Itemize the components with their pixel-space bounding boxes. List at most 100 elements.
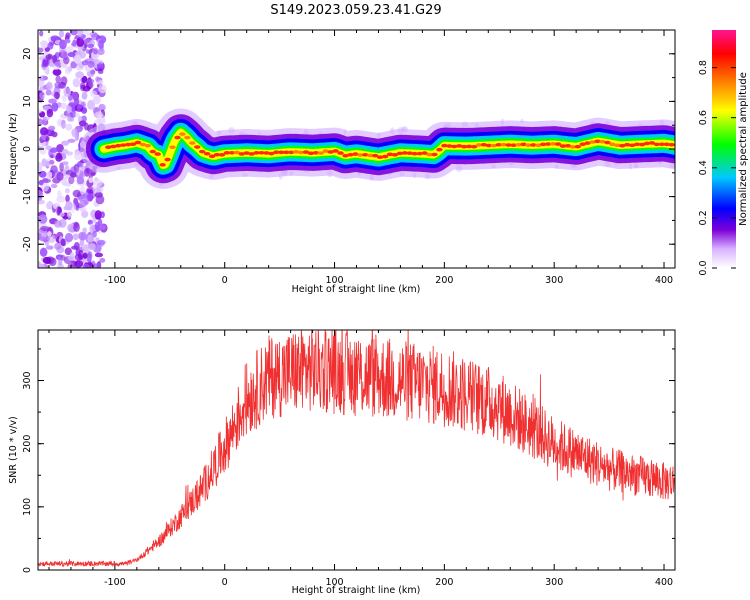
heatmap-noise-blob [64, 232, 74, 243]
heatmap-ridge-peak [441, 143, 448, 148]
heatmap-ridge-peak [658, 142, 666, 147]
heatmap-ridge-peak [530, 143, 537, 147]
heatmap-noise-blob [56, 171, 64, 181]
heatmap-ridge-peak [525, 143, 532, 148]
heatmap-ridge-peak [248, 152, 255, 156]
heatmap-ridge-peak [540, 142, 547, 147]
heatmap-noise-blob [54, 61, 61, 67]
heatmap-noise-blob [44, 241, 50, 247]
heatmap-noise-blob [46, 82, 52, 90]
heatmap-ridge-peak [455, 144, 463, 148]
snr-x-tick-label: 0 [222, 577, 228, 588]
heatmap-noise-blob [46, 171, 53, 180]
heatmap-noise-blob [70, 30, 78, 36]
heatmap-y-tick-label: 10 [22, 95, 33, 107]
heatmap-ridge-peak [589, 140, 596, 144]
heatmap-ridge-peak [238, 152, 245, 156]
heatmap-x-tick-label: 400 [655, 275, 673, 286]
heatmap-ridge-peak [470, 144, 478, 149]
heatmap-noise-blob [98, 84, 107, 94]
heatmap-ridge-peak [317, 151, 325, 155]
heatmap-noise-blob [57, 256, 63, 266]
heatmap-ridge-peak [544, 142, 552, 146]
heatmap-noise-blob [99, 224, 106, 230]
heatmap-noise-blob [76, 127, 82, 133]
heatmap-noise-blob [74, 151, 83, 161]
heatmap-ridge-peak [198, 149, 206, 154]
heatmap-noise-blob [67, 52, 76, 58]
heatmap-noise-blob [87, 99, 96, 110]
heatmap-noise-blob [73, 222, 80, 233]
heatmap-noise-blob [38, 118, 44, 127]
heatmap-noise-blob [56, 245, 65, 254]
heatmap-ridge-peak [648, 141, 656, 145]
colorbar-gradient [712, 30, 736, 268]
heatmap-noise-blob [39, 91, 46, 100]
heatmap-ridge-peak [515, 142, 522, 147]
heatmap-ridge-peak [401, 151, 409, 155]
heatmap-noise-blob [59, 212, 65, 217]
heatmap-ridge-peak [604, 140, 611, 145]
heatmap-noise-blob [66, 211, 72, 218]
heatmap-ridge-peak [159, 163, 166, 167]
heatmap-ridge-peak [322, 149, 329, 153]
heatmap-noise-blob [61, 94, 67, 102]
heatmap-ridge-peak [490, 143, 497, 148]
heatmap-noise-blob [89, 90, 98, 97]
heatmap-x-tick-label: 0 [222, 275, 228, 286]
heatmap-ridge-peak [579, 142, 586, 146]
heatmap-noise-blob [94, 111, 103, 119]
snr-y-tick-label: 300 [22, 371, 33, 389]
heatmap-x-axis-label: Height of straight line (km) [292, 284, 421, 295]
snr-x-tick-label: -100 [104, 577, 126, 588]
heatmap-noise-blob [99, 257, 106, 263]
heatmap-noise-blob [43, 116, 50, 121]
heatmap-noise-blob [64, 188, 70, 194]
heatmap-ridge-peak [643, 141, 651, 146]
heatmap-noise-blob [41, 158, 47, 167]
heatmap-ridge-peak [179, 132, 186, 136]
heatmap-ridge-peak [124, 142, 132, 147]
heatmap-ridge-peak [283, 150, 290, 155]
heatmap-noise-blob [61, 119, 66, 129]
heatmap-noise-blob [53, 91, 60, 100]
heatmap-noise-blob [83, 199, 89, 205]
heatmap-ridge-peak [564, 143, 572, 148]
heatmap-ridge-peak [332, 149, 339, 153]
heatmap-ridge-peak [391, 152, 399, 157]
heatmap-noise-blob [66, 45, 74, 54]
heatmap-noise-blob [84, 167, 90, 177]
heatmap-noise-blob [78, 120, 87, 127]
heatmap-noise-blob [61, 148, 69, 154]
heatmap-ridge-peak [297, 150, 305, 155]
heatmap-ridge-peak [569, 145, 577, 149]
heatmap-ridge-peak [663, 142, 670, 147]
heatmap-noise-blob [38, 141, 42, 147]
heatmap-ridge-peak [292, 150, 300, 154]
heatmap-noise-blob [77, 195, 87, 202]
heatmap-ridge-peak [129, 142, 137, 146]
heatmap-noise-blob [73, 163, 80, 174]
heatmap-noise-blob [72, 189, 82, 198]
heatmap-ridge-peak [386, 152, 394, 157]
heatmap-noise-blob [51, 102, 59, 112]
heatmap-ridge-peak [208, 154, 216, 159]
heatmap-noise-blob [72, 39, 77, 47]
heatmap-noise-blob [70, 260, 77, 268]
heatmap-noise-blob [76, 37, 85, 48]
heatmap-ridge-peak [624, 142, 631, 147]
snr-panel: -100 0 100 200 300 400 0 100 200 300 Height of st… [8, 329, 676, 596]
heatmap-ridge-peak [426, 152, 433, 157]
heatmap-y-tick-label: 0 [22, 146, 33, 152]
heatmap-ridge-peak [668, 142, 675, 147]
heatmap-noise-blob [68, 176, 75, 185]
heatmap-ridge-peak [144, 143, 152, 148]
heatmap-ridge-peak [258, 150, 265, 155]
heatmap-y-tick-label: 20 [22, 48, 33, 60]
heatmap-ridge-peak [302, 150, 310, 154]
heatmap-noise-blob [72, 233, 79, 241]
heatmap-noise-blob [81, 91, 88, 100]
heatmap-noise-blob [45, 89, 52, 96]
